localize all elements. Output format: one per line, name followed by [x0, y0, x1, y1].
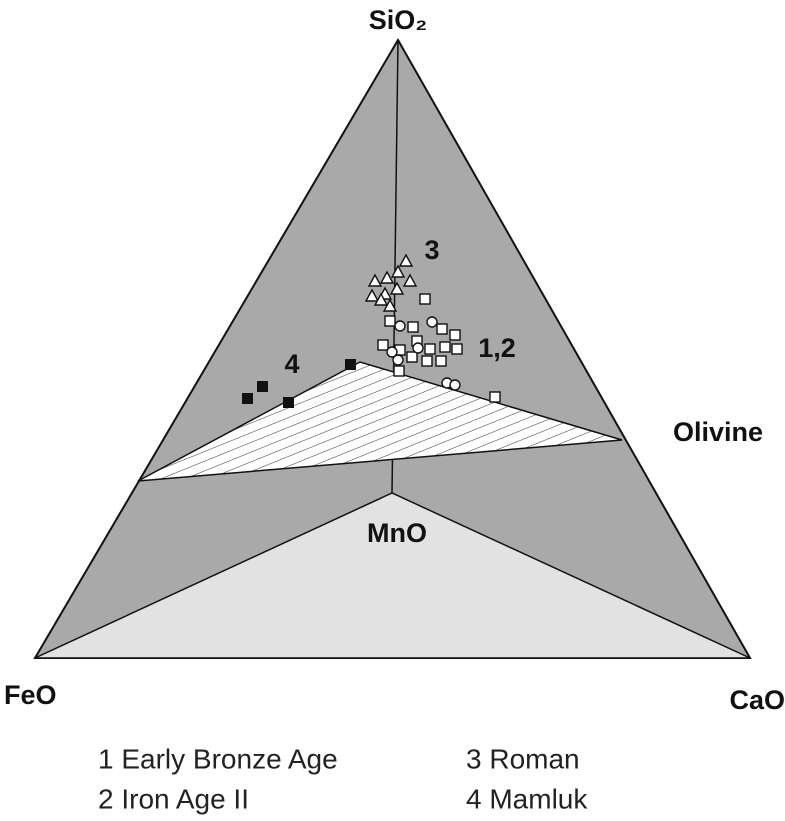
field-label: Olivine	[673, 417, 763, 447]
mno-field	[34, 492, 751, 659]
group-label: 3	[424, 235, 439, 265]
legend-entry: 2 Iron Age II	[98, 783, 249, 814]
legend-entry: 3 Roman	[466, 743, 580, 774]
vertex-label: CaO	[729, 685, 785, 715]
field-label: MnO	[367, 518, 427, 548]
vertex-label: SiO₂	[369, 5, 428, 35]
group-label: 4	[284, 349, 299, 379]
mamluk-points	[242, 359, 356, 408]
roman-points	[364, 253, 418, 312]
vertex-label: FeO	[4, 680, 57, 710]
legend-entry: 4 Mamluk	[466, 783, 588, 814]
bronze-iron-points	[377, 293, 501, 403]
legend-entry: 1 Early Bronze Age	[98, 743, 338, 774]
group-label: 1,2	[478, 333, 516, 363]
